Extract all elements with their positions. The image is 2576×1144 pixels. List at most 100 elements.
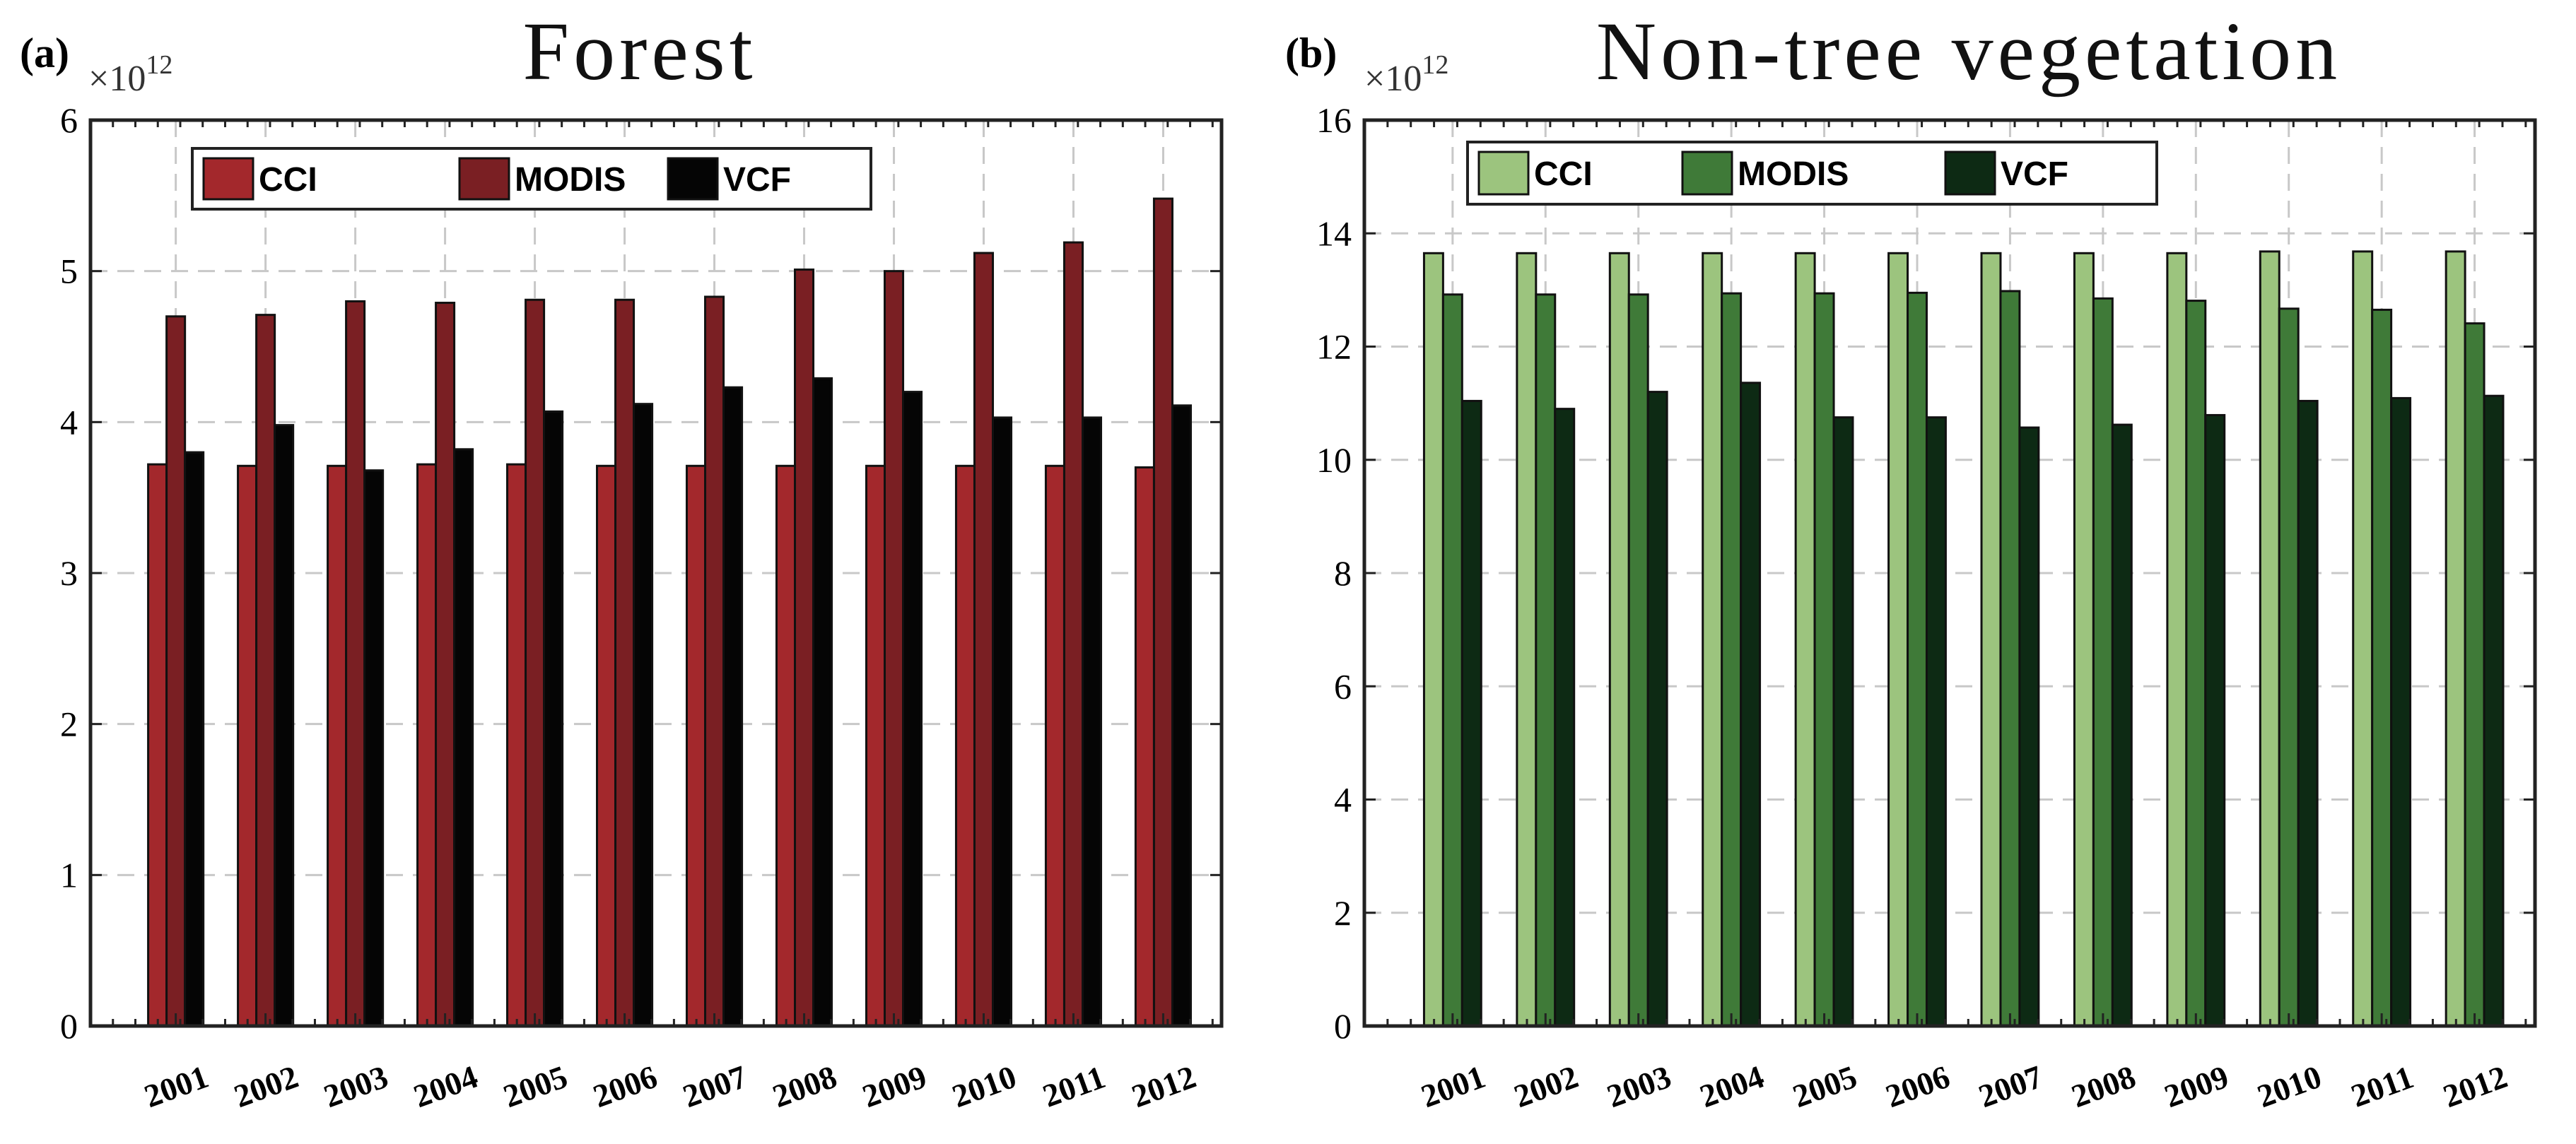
panel-a-title: Forest [523,5,757,98]
bar-vcf-2011 [2390,396,2412,1027]
y-tick-label: 4 [1334,780,1352,820]
bar-vcf-2003 [363,469,385,1027]
panel-b-scale: ×1012 [1364,50,1448,99]
bar-vcf-2001 [1460,399,1482,1027]
bar-modis-2001 [165,315,187,1027]
legend-swatch-vcf [667,157,719,201]
panel-a-legend-box [191,147,872,211]
bar-vcf-2007 [2018,426,2040,1027]
x-tick-label: 2009 [857,1059,931,1114]
bar-modis-2005 [1813,292,1835,1027]
bar-cci-2002 [1516,252,1538,1027]
bar-cci-2005 [506,463,527,1027]
panel-b-scale-exponent: 12 [1422,50,1448,80]
y-tick-label: 2 [60,704,78,744]
bar-cci-2012 [1134,466,1155,1027]
bar-modis-2012 [1152,197,1173,1027]
bar-vcf-2006 [1925,416,1947,1027]
panel-b-bars [1422,250,2505,1027]
panel-a-legend: CCI MODIS VCF [191,147,872,211]
bar-vcf-2010 [992,416,1013,1027]
bar-vcf-2007 [722,386,744,1027]
bar-cci-2011 [2352,250,2374,1027]
y-tick-label: 14 [1316,213,1352,253]
x-tick-label: 2006 [588,1059,662,1114]
bar-vcf-2010 [2297,399,2319,1027]
y-tick-label: 3 [60,553,78,593]
y-tick-label: 6 [1334,666,1352,706]
bar-vcf-2009 [902,391,923,1027]
x-tick-label: 2009 [2160,1059,2233,1114]
bar-vcf-2006 [633,403,654,1027]
bar-cci-2005 [1794,252,1816,1027]
y-tick-label: 6 [60,100,78,140]
bar-modis-2009 [883,270,905,1027]
bar-modis-2001 [1441,293,1463,1027]
y-tick-label: 12 [1316,327,1352,367]
bar-cci-2003 [327,464,348,1027]
bar-modis-2011 [1062,241,1084,1027]
legend-label-cci: CCI [259,161,317,199]
y-tick-label: 1 [60,855,78,895]
bar-cci-2007 [1980,252,2002,1027]
y-tick-label: 10 [1316,440,1352,480]
bar-modis-2009 [2185,300,2207,1027]
bar-modis-2007 [704,295,725,1027]
y-tick-label: 0 [1334,1006,1352,1046]
legend-swatch-modis [1681,151,1733,196]
bar-cci-2001 [1422,252,1444,1027]
x-tick-label: 2008 [2067,1059,2141,1114]
legend-swatch-modis [458,157,510,201]
x-tick-label: 2004 [1695,1059,1769,1114]
bar-cci-2009 [2166,252,2188,1027]
legend-label-modis: MODIS [1738,155,1849,193]
legend-label-modis: MODIS [515,161,626,199]
panel-a-scale-base: ×10 [88,59,146,99]
panel-a-yticks: 0 1 2 3 4 5 6 [60,100,1222,1046]
x-tick-label: 2003 [319,1059,392,1114]
legend-label-cci: CCI [1534,155,1593,193]
bar-vcf-2009 [2204,413,2226,1027]
bar-cci-2012 [2445,250,2466,1027]
bar-vcf-2004 [453,448,474,1027]
panel-a-bars [147,197,1193,1027]
bar-modis-2002 [255,314,276,1027]
bar-cci-2010 [2259,250,2281,1027]
legend-swatch-cci [1477,151,1530,196]
bar-cci-2002 [237,464,258,1027]
x-tick-label: 2001 [139,1059,213,1114]
panel-a-scale-exponent: 12 [146,50,172,80]
x-tick-label: 2007 [678,1059,751,1114]
x-tick-label: 2005 [498,1059,572,1114]
bar-modis-2003 [1627,293,1649,1027]
bar-cci-2008 [2073,252,2095,1027]
bar-modis-2006 [614,298,636,1027]
bar-vcf-2008 [812,377,833,1027]
bar-modis-2008 [2092,297,2114,1027]
bar-cci-2009 [865,464,886,1027]
bar-cci-2007 [685,464,707,1027]
x-tick-label: 2005 [1788,1059,1861,1114]
panel-b-legend-box [1466,141,2158,206]
x-tick-label: 2002 [229,1059,303,1114]
bar-vcf-2003 [1646,391,1668,1027]
panel-a-frame [88,118,1224,1028]
panel-b-yticks: 0 2 4 6 8 10 12 14 16 [1316,100,2535,1046]
x-tick-label: 2012 [2438,1059,2512,1114]
bar-modis-2012 [2464,322,2486,1027]
x-tick-label: 2010 [947,1059,1021,1114]
panel-b-label: (b) [1285,30,1337,76]
bar-cci-2010 [954,464,976,1027]
bar-modis-2010 [973,252,995,1027]
y-tick-label: 16 [1316,100,1352,140]
bar-modis-2008 [794,269,815,1027]
panel-a-label: (a) [20,30,69,76]
bar-vcf-2005 [543,410,564,1027]
bar-modis-2010 [2278,307,2300,1027]
panel-non-tree-vegetation: (b) ×1012 Non-tree vegetation 0246810121… [1285,5,2537,1114]
x-tick-label: 2010 [2252,1059,2326,1114]
x-tick-label: 2004 [409,1059,482,1114]
bar-cci-2004 [1702,252,1723,1027]
legend-label-vcf: VCF [723,161,791,199]
x-tick-label: 2006 [1881,1059,1955,1114]
